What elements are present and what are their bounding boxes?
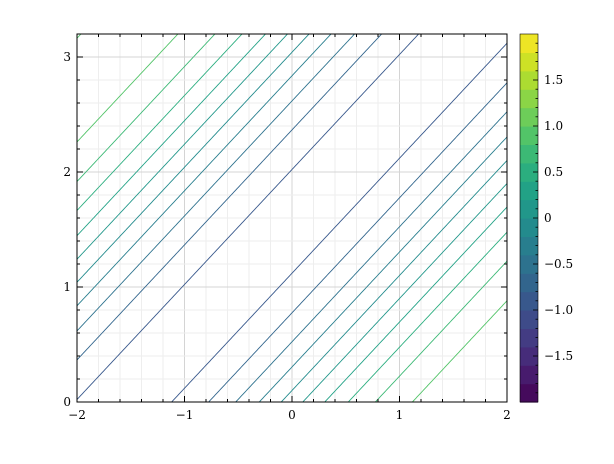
axis-layer: −2 −1 0 1 2 0 1 2 3 xyxy=(63,33,511,422)
colorbar-band xyxy=(520,365,538,385)
grid-layer xyxy=(76,33,508,403)
colorbar-band xyxy=(520,346,538,366)
x-tick-label: 2 xyxy=(503,408,511,422)
y-tick-label: 2 xyxy=(63,165,71,179)
colorbar-band xyxy=(520,310,538,329)
colorbar-band xyxy=(520,70,538,90)
colorbar-band xyxy=(520,89,538,109)
y-tick-label: 1 xyxy=(63,280,71,294)
colorbar-band xyxy=(520,52,538,72)
colorbar-band xyxy=(520,236,538,256)
colorbar-band xyxy=(520,328,538,348)
colorbar-band xyxy=(520,291,538,311)
colorbar-tick-label: −1.0 xyxy=(544,303,573,317)
colorbar-band xyxy=(520,162,538,182)
colorbar-band xyxy=(520,254,538,274)
colorbar-band xyxy=(520,273,538,293)
contour-line xyxy=(76,33,508,403)
y-tick-label: 3 xyxy=(63,50,71,64)
colorbar-band xyxy=(520,107,538,127)
colorbar-tick-label: 1.5 xyxy=(544,73,563,87)
contour-line xyxy=(76,33,508,403)
colorbar: −1.5 −1.0 −0.5 0 0.5 1.0 1.5 xyxy=(519,33,573,403)
x-tick-label: 1 xyxy=(396,408,404,422)
contour-line xyxy=(76,33,508,403)
x-tick-label: −1 xyxy=(176,408,194,422)
colorbar-tick-label: 0.5 xyxy=(544,165,563,179)
x-tick-label: 0 xyxy=(288,408,296,422)
colorbar-tick-label: −0.5 xyxy=(544,257,573,271)
colorbar-tick-label: 1.0 xyxy=(544,119,563,133)
colorbar-band xyxy=(520,218,538,237)
y-tick-label: 0 xyxy=(63,395,71,409)
colorbar-band xyxy=(520,34,538,53)
contour-line xyxy=(76,33,508,403)
x-tick-label: −2 xyxy=(68,408,86,422)
colorbar-band xyxy=(520,383,538,403)
colorbar-band xyxy=(520,144,538,164)
colorbar-band xyxy=(520,199,538,219)
colorbar-tick-label: 0 xyxy=(544,211,552,225)
contour-line xyxy=(76,33,508,403)
colorbar-tick-label: −1.5 xyxy=(544,349,573,363)
colorbar-band xyxy=(520,126,538,145)
colorbar-band xyxy=(520,181,538,201)
